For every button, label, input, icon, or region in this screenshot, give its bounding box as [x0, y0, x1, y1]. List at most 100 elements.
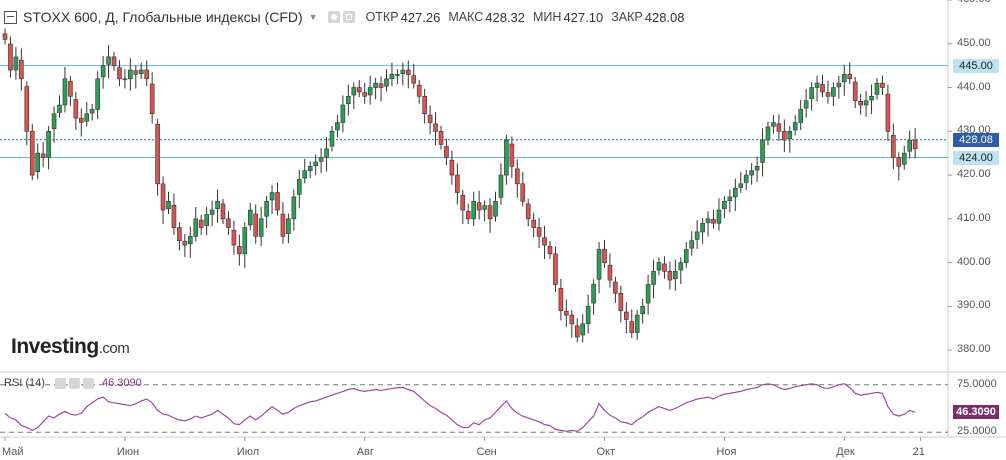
candle-up [874, 82, 880, 95]
close-icon[interactable] [82, 377, 94, 389]
eye-icon[interactable] [54, 377, 66, 389]
candle-down [449, 159, 455, 176]
candle-down [885, 93, 891, 132]
x-tick-label: Ноя [716, 446, 737, 458]
candle-up [138, 69, 144, 75]
candle-down [24, 86, 30, 132]
collapse-icon[interactable] [4, 10, 17, 24]
candle-up [247, 209, 253, 226]
candle-up [836, 82, 842, 88]
candle-down [237, 246, 242, 255]
candle-up [373, 82, 378, 88]
candle-up [738, 183, 744, 188]
candle-down [553, 253, 558, 285]
candle-up [51, 113, 57, 129]
y-tick-label: 420.00 [957, 168, 991, 181]
candle-down [487, 205, 493, 220]
chart-header: STOXX 600, Д, Глобальные индексы (CFD) ▼… [4, 7, 685, 27]
candle-down [155, 123, 160, 185]
level-price-tag: 445.00 [953, 58, 999, 73]
candle-up [291, 196, 297, 220]
candle-down [2, 33, 8, 40]
candle-down [825, 92, 831, 97]
candle-up [901, 152, 907, 165]
candle-down [607, 264, 613, 281]
candle-up [367, 87, 373, 96]
rsi-header: RSI (14) 46.3090 [4, 377, 142, 389]
symbol-title: STOXX 600, Д, Глобальные индексы (CFD) [23, 9, 303, 25]
candle-down [117, 67, 122, 80]
candle-up [188, 236, 193, 245]
x-tick-label: Июл [236, 446, 260, 458]
candle-up [727, 196, 733, 201]
candle-down [476, 202, 482, 211]
candle-down [378, 83, 384, 88]
candle-up [705, 218, 711, 223]
candle-up [35, 152, 41, 173]
candle-down [433, 123, 438, 132]
candle-down [198, 219, 204, 228]
candle-up [302, 170, 308, 179]
candle-up [814, 82, 820, 88]
candle-up [258, 218, 264, 237]
candle-down [891, 134, 896, 158]
candle-up [841, 74, 847, 83]
candle-up [215, 201, 220, 210]
rsi-value: 46.3090 [101, 377, 142, 389]
candle-up [204, 214, 209, 226]
x-tick-label: Июн [116, 446, 140, 458]
candle-up [869, 95, 874, 101]
candle-down [427, 114, 433, 123]
rsi-tick-label: 75.0000 [957, 377, 997, 390]
candle-up [634, 314, 640, 333]
candle-up [313, 161, 318, 166]
candle-up [651, 271, 656, 285]
candle-up [335, 122, 340, 131]
settings-icon[interactable] [342, 11, 355, 23]
candle-up [809, 87, 814, 99]
candle-up [907, 139, 913, 152]
candle-down [602, 249, 607, 263]
candle-up [831, 87, 836, 97]
candle-down [444, 146, 449, 158]
candle-up [209, 209, 215, 215]
close-label: ЗАКР [611, 10, 643, 24]
candle-up [384, 78, 389, 87]
candle-down [514, 168, 520, 185]
candle-down [280, 213, 286, 237]
candle-down [411, 75, 417, 84]
chevron-down-icon[interactable]: ▼ [308, 12, 318, 22]
candle-down [253, 213, 258, 237]
candle-up [307, 166, 313, 171]
candle-down [782, 130, 787, 141]
candle-down [422, 95, 427, 115]
x-tick-label: 21 [912, 446, 925, 458]
candle-up [482, 205, 487, 210]
candle-down [149, 83, 155, 115]
candle-down [356, 87, 362, 93]
candle-down [520, 183, 526, 202]
candle-down [776, 123, 782, 132]
candle-down [662, 263, 667, 272]
candle-down [19, 59, 24, 80]
candle-down [711, 219, 716, 224]
candle-up [242, 227, 248, 255]
candle-up [716, 209, 722, 224]
candle-down [362, 92, 368, 97]
candle-down [820, 84, 825, 93]
candle-up [100, 65, 106, 78]
candle-up [122, 78, 128, 81]
high-value: 428.32 [485, 9, 526, 25]
candle-up [324, 148, 329, 158]
settings-icon[interactable] [68, 377, 80, 389]
candle-up [689, 240, 695, 249]
candle-up [749, 170, 754, 176]
x-tick-label: Май [2, 446, 24, 458]
candle-down [531, 219, 536, 228]
candle-up [128, 69, 133, 80]
candle-up [193, 218, 199, 237]
candle-up [580, 323, 586, 336]
candle-down [542, 237, 547, 246]
eye-icon[interactable] [327, 11, 340, 23]
